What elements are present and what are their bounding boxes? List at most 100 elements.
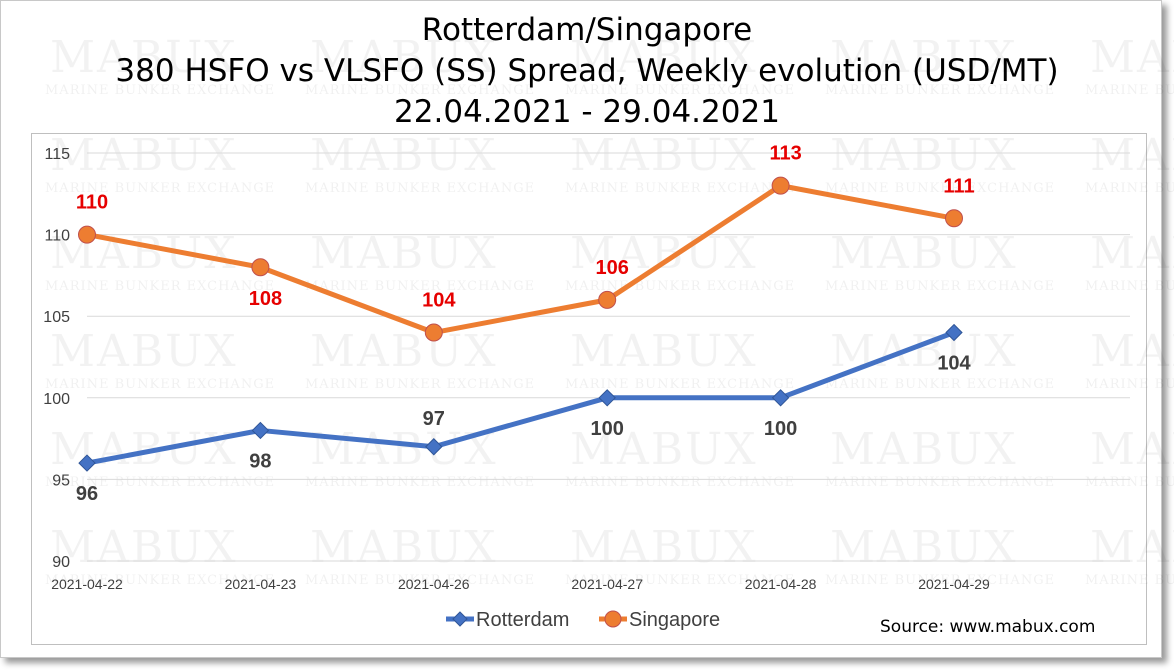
y-tick-label: 100 [43,391,70,408]
singapore-data-label: 110 [76,192,108,214]
singapore-data-label: 111 [943,175,974,197]
rotterdam-data-label: 97 [423,408,445,430]
singapore-point [424,323,443,342]
watermark-subtext: MARINE BUNKER EXCHANGE [565,573,795,588]
y-tick-label: 115 [44,146,70,163]
watermark-subtext: MARINE BUNKER EXCHANGE [305,83,535,98]
singapore-data-label: 108 [249,288,282,310]
watermark-text: MABUX [50,32,238,83]
watermark-subtext: MARINE BUNKER EXCHANGE [825,83,1055,98]
watermark-text: MABUX [310,326,498,377]
watermark-text: MABUX [570,32,758,83]
watermark-subtext: MARINE BUNKER EXCHANGE [45,573,275,588]
watermark-text: MABUX [830,522,1018,573]
y-tick-label: 95 [52,472,70,489]
rotterdam-point [945,323,963,342]
x-tick-label: 2021-04-29 [918,576,990,592]
watermark-text: MABUX [1090,130,1174,181]
watermark-subtext: MARINE BUNKER EXCHANGE [565,475,795,490]
watermark-subtext: MARINE BUNKER EXCHANGE [305,279,535,294]
watermark-subtext: MARINE BUNKER EXCHANGE [1085,475,1174,490]
legend-singapore-label: Singapore [629,609,720,631]
rotterdam-point [78,454,96,472]
watermark-subtext: MARINE BUNKER EXCHANGE [45,83,275,98]
watermark-subtext: MARINE BUNKER EXCHANGE [1085,83,1174,98]
watermark-subtext: MARINE BUNKER EXCHANGE [565,377,795,392]
x-tick-label: 2021-04-27 [571,576,643,592]
rotterdam-data-label: 96 [76,483,98,505]
rotterdam-point [251,421,270,440]
watermark-text: MABUX [570,130,758,181]
watermark-subtext: MARINE BUNKER EXCHANGE [825,279,1055,294]
watermark-text: MABUX [50,522,238,573]
watermark-subtext: MARINE BUNKER EXCHANGE [45,279,275,294]
watermark-text: MABUX [1090,326,1174,377]
title-line-3: 22.04.2021 - 29.04.2021 [394,94,780,130]
watermark-text: MABUX [50,424,238,475]
source-note: Source: www.mabux.com [880,617,1096,637]
data-labels: 110 108 104 106 113 111 96 98 97 100 100 104 [76,143,975,505]
watermark-text: MABUX [570,522,758,573]
series [78,176,963,472]
watermark-text: MABUX [1090,228,1174,279]
watermark-subtext: MARINE BUNKER EXCHANGE [1085,181,1174,196]
watermark-text: MABUX [570,228,758,279]
watermark-text: MABUX [830,130,1018,181]
watermark-subtext: MARINE BUNKER EXCHANGE [1085,377,1174,392]
rotterdam-point [425,438,443,456]
rotterdam-data-label: 104 [937,353,971,375]
watermark-text: MABUX [50,130,238,181]
watermark-text: MABUX [830,424,1018,475]
rotterdam-line [86,330,955,466]
singapore-point [78,225,96,244]
watermark-subtext: MARINE BUNKER EXCHANGE [305,181,535,196]
y-axis: 90 95 100 105 110 115 [43,146,70,571]
watermark-text: MABUX [1090,522,1174,573]
watermark-text: MABUX [310,130,498,181]
watermark-subtext: MARINE BUNKER EXCHANGE [305,377,535,392]
watermark-text: MABUX [830,32,1018,83]
watermark-text: MABUX [310,228,498,279]
singapore-point [771,176,790,195]
singapore-point [598,290,617,309]
watermark-subtext: MARINE BUNKER EXCHANGE [45,181,275,196]
watermark-subtext: MARINE BUNKER EXCHANGE [565,279,795,294]
singapore-data-label: 104 [422,290,456,312]
rotterdam-data-label: 100 [591,418,624,440]
watermark-subtext: MARINE BUNKER EXCHANGE [305,475,535,490]
rotterdam-point [598,389,616,407]
singapore-data-label: 113 [769,143,801,165]
rotterdam-data-label: 100 [764,418,797,440]
watermark-subtext: MARINE BUNKER EXCHANGE [45,475,275,490]
watermark-subtext: MARINE BUNKER EXCHANGE [1085,279,1174,294]
watermark-subtext: MARINE BUNKER EXCHANGE [565,181,795,196]
legend-rotterdam-marker [452,611,468,627]
watermark-text: MABUX [310,522,498,573]
watermark-subtext: MARINE BUNKER EXCHANGE [45,377,275,392]
watermark-text: MABUX [1090,424,1174,475]
y-tick-label: 105 [43,309,70,326]
singapore-line [86,183,955,336]
watermark-subtext: MARINE BUNKER EXCHANGE [825,573,1055,588]
legend: Rotterdam Singapore [446,609,720,631]
legend-rotterdam-label: Rotterdam [476,609,569,631]
y-tick-label: 110 [44,228,70,245]
watermark-subtext: MARINE BUNKER EXCHANGE [1085,573,1174,588]
watermark-subtext: MARINE BUNKER EXCHANGE [565,83,795,98]
watermark-text: MABUX [830,228,1018,279]
singapore-point [251,258,270,277]
singapore-point [945,209,963,228]
watermark-text: MABUX [310,32,498,83]
x-tick-label: 2021-04-28 [745,576,817,592]
title-line-2: 380 HSFO vs VLSFO (SS) Spread, Weekly ev… [115,53,1059,89]
y-tick-label: 90 [52,554,70,571]
legend-singapore-marker [604,610,622,628]
watermark-text: MABUX [310,424,498,475]
watermark-subtext: MARINE BUNKER EXCHANGE [825,475,1055,490]
watermark-text: MABUX [50,326,238,377]
singapore-data-label: 106 [596,257,629,279]
watermark-subtext: MARINE BUNKER EXCHANGE [825,181,1055,196]
chart-title: Rotterdam/Singapore 380 HSFO vs VLSFO (S… [0,10,1174,133]
